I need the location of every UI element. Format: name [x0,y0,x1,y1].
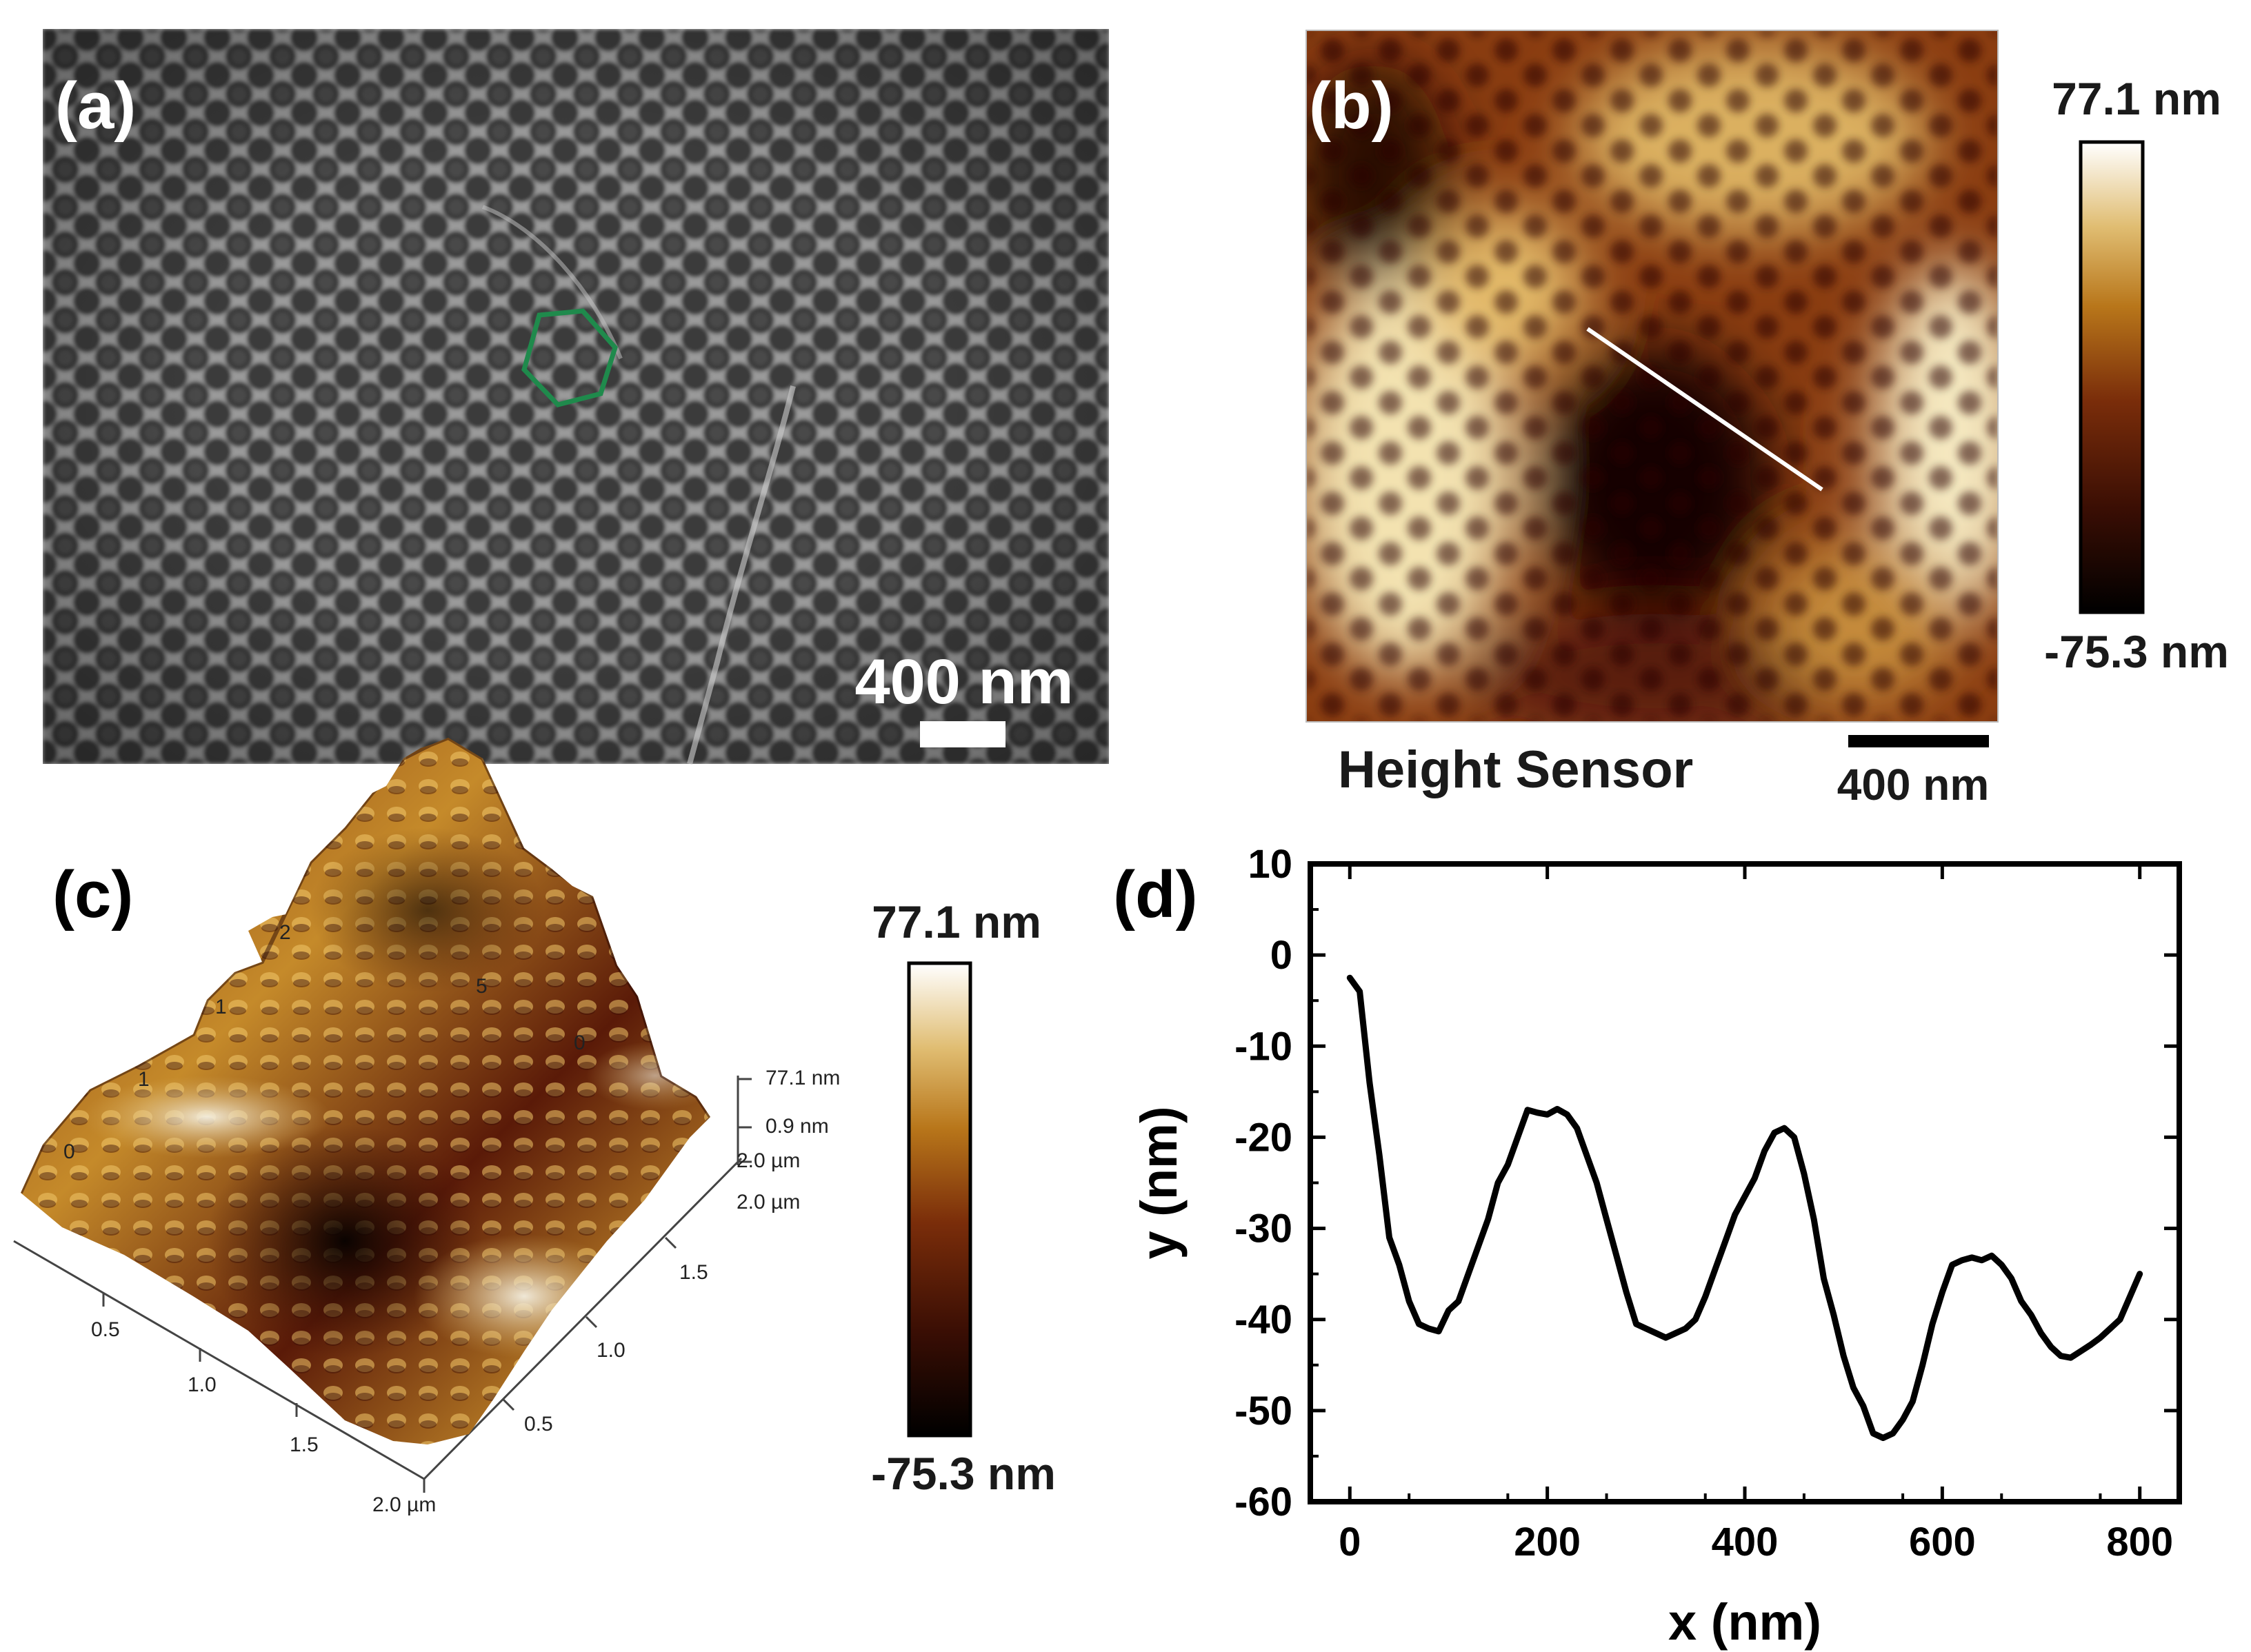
y-tick-label: -60 [1234,1480,1292,1524]
colorbar-c [907,961,972,1438]
panel-a: (a) 400 nm [43,29,1109,765]
z-label-y: 2.0 µm [737,1149,800,1172]
x-axis-label: x (nm) [1668,1593,1821,1651]
y-tick-3d: 1.5 [679,1261,708,1284]
y-axis-label: y (nm) [1130,1107,1188,1260]
panel-a-label: (a) [55,69,136,143]
y-tick-label: -40 [1234,1298,1292,1342]
x-tick-label: 200 [1514,1520,1581,1564]
colorbar-b [2079,140,2145,614]
panel-d: (d) 0 200 400 600 800 10 0 -10 -20 -30 -40 -50 -60 x … [1113,842,2182,1651]
axis-3d-x [13,1240,425,1480]
x-tick-3d: 1.0 [188,1373,217,1396]
sem-scalebar-label: 400 nm [854,647,1073,717]
back-tick: 0 [63,1140,75,1163]
afm-scalebar [1848,735,1989,747]
profile-line [1586,327,1823,492]
panel-c-label: (c) [52,858,133,931]
x-tick-3d: 2.0 µm [372,1493,436,1516]
y-tick-label: -20 [1234,1115,1292,1160]
z-label-max: 77.1 nm [766,1067,840,1089]
plot-frame [1308,861,2182,1504]
panel-b: (b) Height Sensor 400 nm 77.1 nm -75.3 n… [1305,30,2229,809]
afm-3d-surface [21,738,710,1444]
afm-map-frame [1305,30,1999,723]
sem-grain-boundary [481,205,623,360]
hexagon-highlight [521,308,618,407]
y-tick-label: 0 [1270,933,1292,978]
y-tick-3d: 1.0 [597,1339,626,1362]
back-tick: 0 [574,1031,586,1054]
panel-c: (c) [13,738,1056,1516]
sem-grain-boundary [687,385,796,765]
y-tick-label: -50 [1234,1389,1292,1433]
z-label-x: 2.0 µm [737,1191,800,1213]
x-tick-label: 400 [1712,1520,1779,1564]
y-tick-label: -10 [1234,1024,1292,1069]
y-tick-label: -30 [1234,1207,1292,1251]
axis-3d-y [423,1157,743,1480]
x-tick-3d: 0.5 [91,1318,120,1341]
y-tick-label: 10 [1248,842,1292,887]
z-label-mid: 0.9 nm [766,1115,829,1138]
back-tick: 1 [138,1068,150,1091]
x-tick-3d: 1.5 [290,1433,319,1456]
x-tick-label: 800 [2106,1520,2173,1564]
series-line [1346,974,2143,1441]
height-sensor-caption: Height Sensor [1338,741,1693,799]
y-tick-3d: 0.5 [524,1413,553,1436]
sem-vignette [43,29,1109,764]
colorbar-c-max: 77.1 nm [872,896,1041,947]
afm-scalebar-label: 400 nm [1837,760,1990,809]
back-tick: 2 [279,921,291,944]
colorbar-c-min: -75.3 nm [871,1448,1056,1499]
x-tick-label: 0 [1339,1520,1361,1564]
x-tick-label: 600 [1909,1520,1976,1564]
panel-b-label: (b) [1309,69,1394,143]
profile-chart: 0 200 400 600 800 10 0 -10 -20 -30 -40 -50 -60 x (nm)… [1130,842,2182,1651]
sem-scalebar [920,721,1006,747]
back-tick: 1 [215,996,227,1018]
colorbar-b-max: 77.1 nm [2052,73,2221,124]
back-tick: 5 [476,975,488,998]
colorbar-b-min: -75.3 nm [2044,626,2229,677]
panel-d-label: (d) [1113,858,1198,931]
